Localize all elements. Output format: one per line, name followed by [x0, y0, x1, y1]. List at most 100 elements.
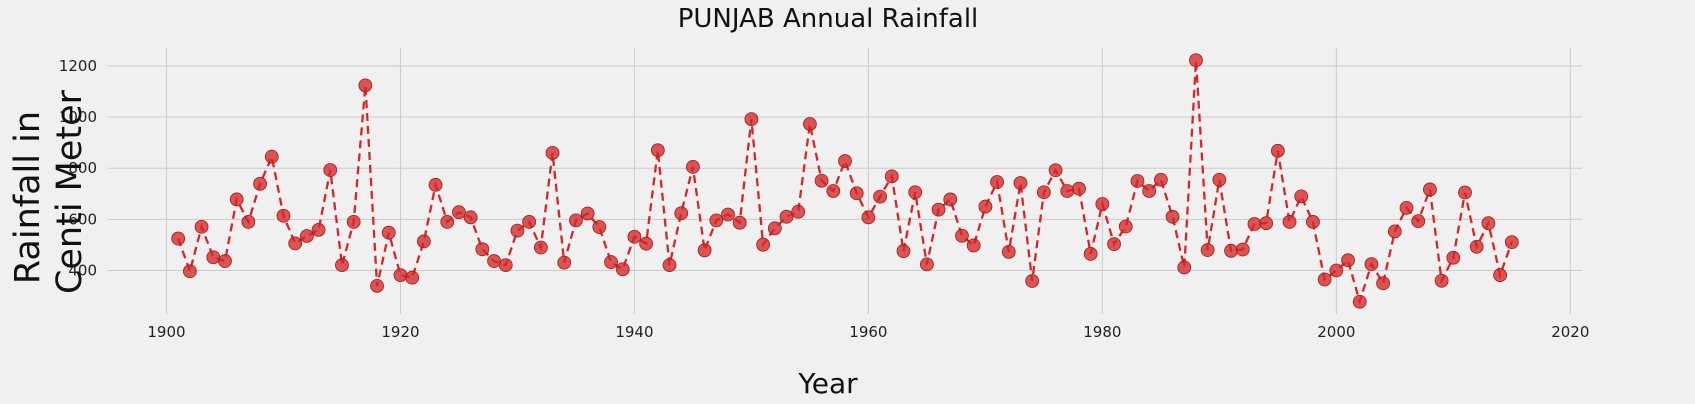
x-tick-labels: 1900 1920 1940 1960 1980 2000 2020: [147, 323, 1589, 341]
y-tick-label: 1000: [59, 108, 97, 126]
data-point: [1189, 53, 1203, 68]
data-point: [826, 184, 841, 198]
data-point: [428, 177, 443, 192]
series-line: [177, 60, 1513, 306]
data-point: [1317, 272, 1332, 287]
data-point: [650, 143, 665, 158]
data-point: [452, 205, 466, 220]
y-axis-label-line-1: Rainfall in: [8, 111, 48, 284]
data-point: [253, 176, 267, 191]
data-point: [1060, 184, 1075, 198]
data-point: [1013, 176, 1028, 190]
y-axis-label: Rainfall in Centi Meter: [8, 89, 90, 294]
data-point: [311, 222, 326, 237]
data-point: [1294, 189, 1309, 204]
data-point: [440, 215, 455, 229]
data-point: [1341, 253, 1355, 268]
data-point: [346, 215, 361, 229]
data-point: [732, 215, 747, 230]
data-point: [627, 229, 642, 244]
grid: [108, 48, 1582, 314]
data-point: [370, 278, 384, 293]
data-point: [264, 149, 279, 164]
data-point: [756, 237, 771, 252]
data-point: [1001, 244, 1016, 259]
data-point: [779, 209, 794, 224]
data-point: [931, 202, 946, 217]
y-tick-label: 800: [68, 159, 97, 177]
data-point: [393, 268, 408, 283]
data-point: [1434, 273, 1449, 288]
data-point: [510, 223, 525, 238]
x-tick-label: 1900: [147, 323, 185, 341]
data-point: [1469, 239, 1484, 254]
data-point: [1072, 181, 1086, 196]
data-point: [288, 236, 303, 251]
data-point: [1364, 257, 1379, 272]
data-point: [697, 243, 712, 258]
data-point: [1376, 276, 1391, 291]
data-point: [206, 250, 221, 265]
data-point: [1446, 250, 1461, 265]
data-point: [522, 215, 537, 229]
data-point: [1095, 197, 1110, 211]
data-point: [814, 173, 829, 188]
x-tick-label: 1940: [615, 323, 653, 341]
data-point: [896, 244, 911, 258]
data-point: [1200, 243, 1215, 257]
data-point: [299, 229, 314, 243]
data-point: [1083, 246, 1098, 261]
data-point: [1118, 219, 1133, 234]
data-point: [1387, 224, 1402, 239]
x-tick-label: 2000: [1317, 323, 1355, 341]
data-point: [1142, 184, 1157, 198]
data-point: [545, 145, 560, 160]
data-point: [1399, 200, 1414, 215]
data-point: [744, 112, 759, 127]
data-point: [557, 255, 572, 270]
data-point: [487, 254, 501, 268]
data-point: [955, 228, 969, 243]
x-tick-label: 2020: [1551, 323, 1589, 341]
data-point: [791, 204, 806, 219]
data-point: [604, 255, 618, 269]
data-point: [1212, 172, 1227, 187]
data-point: [908, 185, 923, 200]
data-point: [229, 192, 244, 207]
data-point: [767, 221, 782, 236]
data-point: [405, 270, 420, 285]
data-point: [1235, 242, 1250, 257]
data-points: [171, 53, 1519, 309]
data-point: [1458, 185, 1472, 200]
data-point: [498, 258, 513, 273]
data-point: [1270, 143, 1285, 158]
data-point: [943, 192, 958, 207]
x-tick-label: 1980: [1083, 323, 1121, 341]
data-point: [861, 210, 876, 225]
data-point: [592, 220, 607, 234]
data-point: [1036, 185, 1051, 200]
data-point: [1352, 294, 1367, 309]
data-point: [1107, 237, 1121, 252]
data-point: [1411, 214, 1426, 229]
data-point: [674, 206, 689, 221]
data-point: [639, 236, 654, 251]
data-point: [1025, 274, 1040, 288]
x-tick-label: 1920: [381, 323, 419, 341]
data-point: [358, 78, 373, 93]
data-point: [662, 258, 677, 273]
y-axis-label-line-2: Centi Meter: [50, 89, 90, 294]
data-point: [919, 257, 934, 272]
data-point: [709, 213, 724, 228]
data-point: [1493, 268, 1508, 283]
data-point: [1048, 163, 1063, 178]
data-point: [1306, 215, 1320, 229]
data-point: [1130, 174, 1145, 188]
data-point: [1481, 216, 1496, 231]
data-point: [533, 240, 548, 255]
y-tick-labels: 400 600 800 1000 1200: [59, 57, 97, 280]
data-point: [381, 225, 396, 240]
data-point: [475, 242, 490, 257]
data-point: [884, 169, 899, 184]
data-point: [686, 160, 700, 174]
